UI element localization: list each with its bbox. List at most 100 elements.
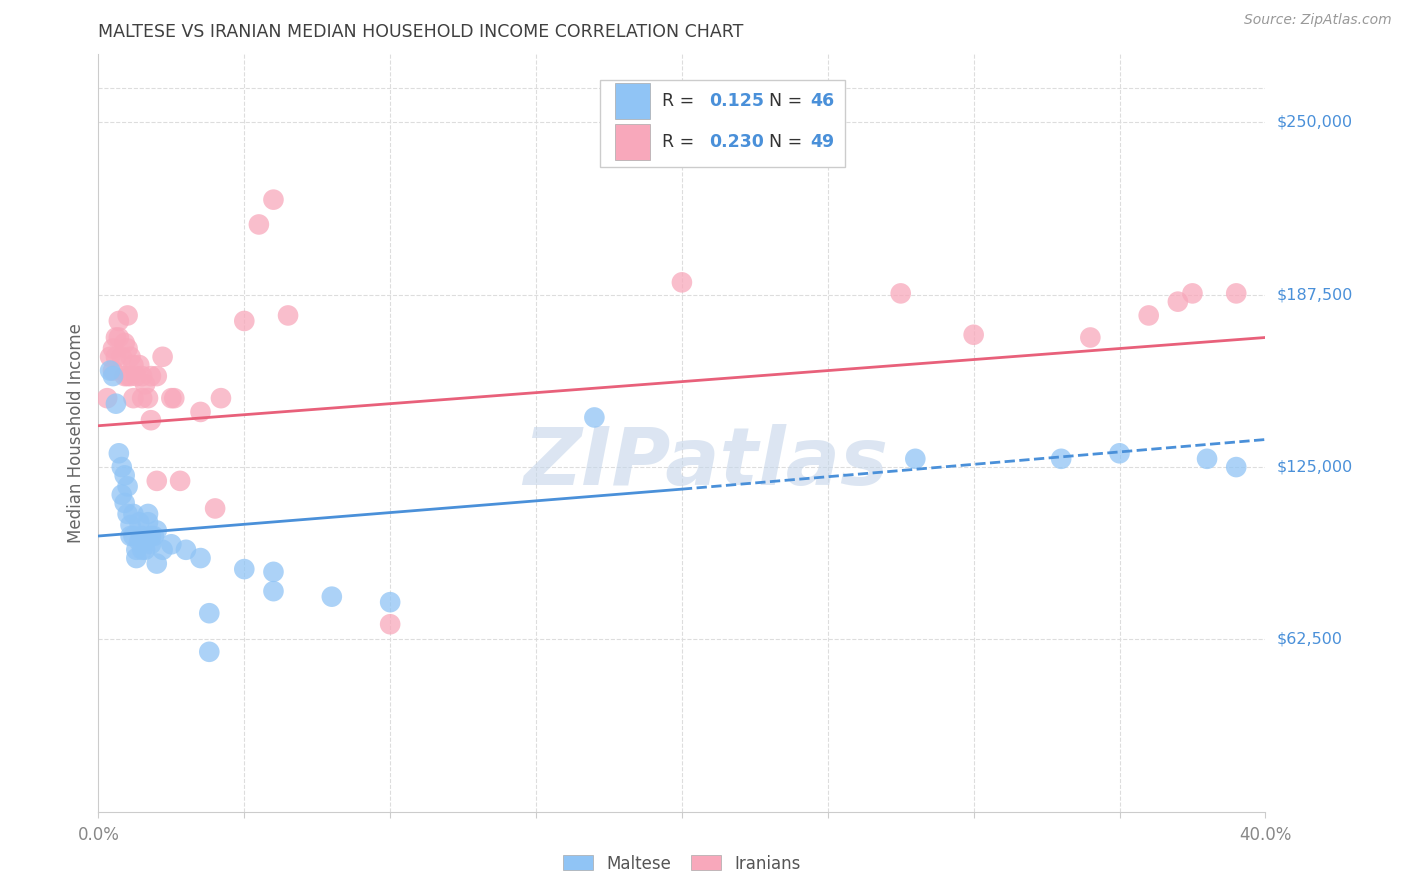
FancyBboxPatch shape bbox=[616, 83, 651, 120]
Text: $62,500: $62,500 bbox=[1277, 632, 1343, 647]
Point bbox=[120, 529, 142, 543]
Point bbox=[131, 529, 153, 543]
Text: $187,500: $187,500 bbox=[1277, 287, 1353, 302]
Point bbox=[142, 529, 165, 543]
Point bbox=[131, 391, 153, 405]
Point bbox=[134, 377, 156, 392]
Point bbox=[122, 358, 145, 372]
Point bbox=[174, 542, 197, 557]
Text: $125,000: $125,000 bbox=[1277, 459, 1353, 475]
Point bbox=[104, 350, 127, 364]
Point bbox=[117, 342, 139, 356]
Point bbox=[233, 314, 256, 328]
Point bbox=[139, 413, 162, 427]
Point bbox=[131, 542, 153, 557]
Point bbox=[117, 479, 139, 493]
Point bbox=[146, 524, 169, 538]
Point bbox=[163, 391, 186, 405]
Text: R =: R = bbox=[662, 92, 700, 111]
Text: R =: R = bbox=[662, 133, 700, 152]
Point bbox=[890, 286, 912, 301]
Point bbox=[262, 584, 284, 599]
Point bbox=[104, 397, 127, 411]
Text: 0.125: 0.125 bbox=[709, 92, 763, 111]
Point bbox=[125, 369, 148, 384]
Point bbox=[120, 518, 142, 533]
Point bbox=[209, 391, 232, 405]
Point bbox=[122, 391, 145, 405]
Point bbox=[321, 590, 343, 604]
Point bbox=[96, 391, 118, 405]
Point bbox=[111, 350, 134, 364]
Point bbox=[128, 358, 150, 372]
Point bbox=[139, 369, 162, 384]
Point bbox=[1195, 451, 1218, 466]
Point bbox=[120, 369, 142, 384]
Point bbox=[101, 342, 124, 356]
Point bbox=[583, 410, 606, 425]
Point bbox=[101, 369, 124, 384]
Point bbox=[160, 391, 183, 405]
Point bbox=[108, 446, 131, 460]
Point bbox=[98, 350, 121, 364]
Point bbox=[262, 193, 284, 207]
FancyBboxPatch shape bbox=[616, 124, 651, 161]
Point bbox=[146, 557, 169, 571]
Point bbox=[1108, 446, 1130, 460]
Point bbox=[122, 507, 145, 521]
Point bbox=[204, 501, 226, 516]
Point bbox=[134, 534, 156, 549]
FancyBboxPatch shape bbox=[600, 80, 845, 168]
Text: 49: 49 bbox=[810, 133, 834, 152]
Point bbox=[114, 369, 136, 384]
Point bbox=[111, 488, 134, 502]
Point bbox=[120, 350, 142, 364]
Point bbox=[1137, 309, 1160, 323]
Point bbox=[98, 363, 121, 377]
Point bbox=[125, 542, 148, 557]
Point bbox=[152, 350, 174, 364]
Text: ZIPatlas: ZIPatlas bbox=[523, 424, 887, 502]
Point bbox=[136, 515, 159, 529]
Point bbox=[108, 330, 131, 344]
Point bbox=[122, 529, 145, 543]
Point bbox=[128, 515, 150, 529]
Point bbox=[139, 529, 162, 543]
Point bbox=[114, 468, 136, 483]
Text: MALTESE VS IRANIAN MEDIAN HOUSEHOLD INCOME CORRELATION CHART: MALTESE VS IRANIAN MEDIAN HOUSEHOLD INCO… bbox=[98, 23, 744, 41]
Point bbox=[136, 391, 159, 405]
Point bbox=[136, 507, 159, 521]
Point bbox=[1225, 286, 1247, 301]
Point bbox=[146, 474, 169, 488]
Y-axis label: Median Household Income: Median Household Income bbox=[66, 323, 84, 542]
Point bbox=[233, 562, 256, 576]
Text: $250,000: $250,000 bbox=[1277, 115, 1353, 130]
Point bbox=[160, 537, 183, 551]
Point bbox=[671, 276, 693, 290]
Point bbox=[962, 327, 984, 342]
Point bbox=[114, 336, 136, 351]
Point bbox=[117, 507, 139, 521]
Point bbox=[169, 474, 191, 488]
Legend: Maltese, Iranians: Maltese, Iranians bbox=[557, 848, 807, 880]
Point bbox=[108, 314, 131, 328]
Point bbox=[1167, 294, 1189, 309]
Point bbox=[104, 330, 127, 344]
Point bbox=[146, 369, 169, 384]
Point bbox=[904, 451, 927, 466]
Point bbox=[117, 309, 139, 323]
Point bbox=[1225, 460, 1247, 475]
Point bbox=[139, 537, 162, 551]
Point bbox=[380, 617, 402, 632]
Point bbox=[134, 542, 156, 557]
Point bbox=[190, 551, 212, 566]
Point bbox=[117, 369, 139, 384]
Point bbox=[277, 309, 299, 323]
Point bbox=[262, 565, 284, 579]
Text: Source: ZipAtlas.com: Source: ZipAtlas.com bbox=[1244, 13, 1392, 28]
Point bbox=[190, 405, 212, 419]
Point bbox=[128, 534, 150, 549]
Point bbox=[1050, 451, 1073, 466]
Text: 0.230: 0.230 bbox=[709, 133, 763, 152]
Text: 46: 46 bbox=[810, 92, 834, 111]
